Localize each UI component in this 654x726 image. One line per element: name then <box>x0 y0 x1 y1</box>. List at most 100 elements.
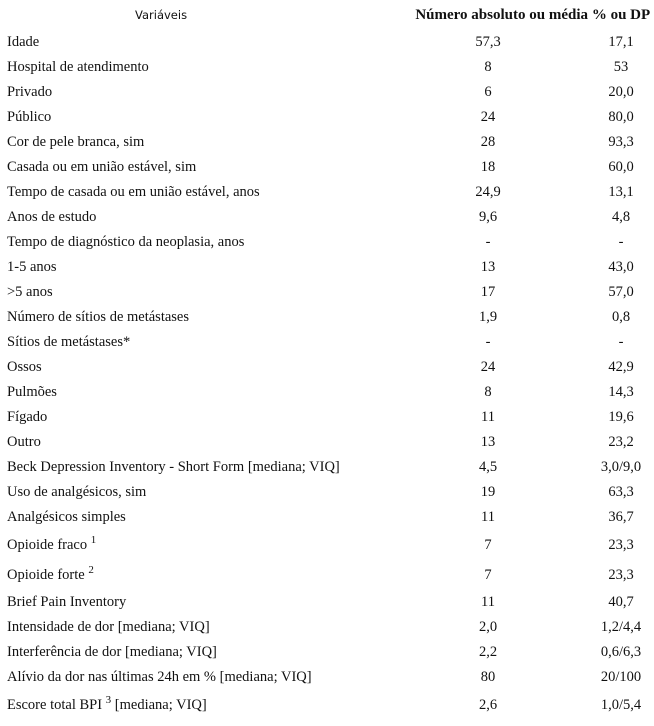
value-cell: 24,9 <box>475 184 501 200</box>
value-cell: 9,6 <box>478 209 498 225</box>
table-row: Opioide forte 2 7 23,3 <box>0 560 654 590</box>
row-label-cell: >5 anos <box>0 280 388 305</box>
pct-cell: 23,3 <box>608 566 634 583</box>
table-row: Analgésicos simples 11 36,7 <box>0 505 654 530</box>
footnote-marker: 3 <box>105 693 112 706</box>
row-label: Opioide forte <box>7 566 85 583</box>
row-label: Pulmões <box>7 384 57 400</box>
row-label: Cor de pele branca, sim <box>7 134 145 150</box>
row-label: Tempo de casada ou em união estável, ano… <box>7 184 260 200</box>
table-row: Pulmões 8 14,3 <box>0 380 654 405</box>
value-cell: - <box>485 334 491 350</box>
value-cell: 2,2 <box>478 644 498 660</box>
value-cell: 13 <box>480 259 496 275</box>
row-label-cell: Escore total BPI 3 [mediana; VIQ] <box>0 690 388 720</box>
row-label-cell: Tempo de casada ou em união estável, ano… <box>0 180 388 205</box>
value-cell: 7 <box>484 566 492 583</box>
row-label: Beck Depression Inventory - Short Form [… <box>7 459 340 475</box>
table-row: Cor de pele branca, sim 28 93,3 <box>0 130 654 155</box>
row-label: Fígado <box>7 409 48 425</box>
pct-cell: 20/100 <box>600 669 642 685</box>
table-row: Sítios de metástases* - - <box>0 330 654 355</box>
table-row: Outro 13 23,2 <box>0 430 654 455</box>
table-row: Alívio da dor nas últimas 24h em % [medi… <box>0 665 654 690</box>
row-label-cell: Pulmões <box>0 380 388 405</box>
table-row: >5 anos 17 57,0 <box>0 280 654 305</box>
row-label-cell: Analgésicos simples <box>0 505 388 530</box>
value-cell: 11 <box>481 409 495 425</box>
table-row: Intensidade de dor [mediana; VIQ] 2,0 1,2/… <box>0 615 654 640</box>
header-pct: % ou DP <box>591 6 651 23</box>
pct-cell: 53 <box>613 59 629 75</box>
pct-cell: 23,2 <box>608 434 634 450</box>
table-row: Hospital de atendimento 8 53 <box>0 55 654 80</box>
row-label: >5 anos <box>7 284 53 300</box>
value-cell: 1,9 <box>478 309 498 325</box>
row-label: Ossos <box>7 359 42 375</box>
value-cell: 19 <box>480 484 496 500</box>
row-label-cell: Anos de estudo <box>0 205 388 230</box>
value-cell: 18 <box>480 159 496 175</box>
header-variables: Variáveis <box>135 8 188 22</box>
value-cell: 13 <box>480 434 496 450</box>
table-body: Idade 57,3 17,1 Hospital de atendimento 8 53 P… <box>0 30 654 720</box>
row-label: Privado <box>7 84 53 100</box>
value-cell: 8 <box>484 59 492 75</box>
row-label-cell: Tempo de diagnóstico da neoplasia, anos <box>0 230 388 255</box>
row-label: Tempo de diagnóstico da neoplasia, anos <box>7 234 245 250</box>
pct-cell: 14,3 <box>608 384 634 400</box>
pct-cell: 1,2/4,4 <box>600 619 642 635</box>
row-label-cell: Ossos <box>0 355 388 380</box>
table-row: Fígado 11 19,6 <box>0 405 654 430</box>
pct-cell: 40,7 <box>608 594 634 610</box>
table-row: Uso de analgésicos, sim 19 63,3 <box>0 480 654 505</box>
table-row: Brief Pain Inventory 11 40,7 <box>0 590 654 615</box>
row-label-cell: 1-5 anos <box>0 255 388 280</box>
row-label-cell: Hospital de atendimento <box>0 55 388 80</box>
row-label: Escore total BPI <box>7 696 103 713</box>
value-cell: 4,5 <box>478 459 498 475</box>
row-label-cell: Fígado <box>0 405 388 430</box>
pct-cell: 93,3 <box>608 134 634 150</box>
pct-cell: 43,0 <box>608 259 634 275</box>
pct-cell: 13,1 <box>608 184 634 200</box>
row-label-cell: Alívio da dor nas últimas 24h em % [medi… <box>0 665 388 690</box>
value-cell: 17 <box>480 284 496 300</box>
row-label-suffix: [mediana; VIQ] <box>114 696 207 713</box>
row-label: 1-5 anos <box>7 259 57 275</box>
pct-cell: 0,8 <box>611 309 631 325</box>
row-label: Número de sítios de metástases <box>7 309 190 325</box>
table-row: Privado 6 20,0 <box>0 80 654 105</box>
value-cell: 57,3 <box>475 34 501 50</box>
row-label: Intensidade de dor [mediana; VIQ] <box>7 619 210 635</box>
row-label-cell: Idade <box>0 30 388 55</box>
pct-cell: 4,8 <box>611 209 631 225</box>
value-cell: 2,6 <box>478 696 498 713</box>
row-label: Sítios de metástases* <box>7 334 131 350</box>
value-cell: 11 <box>481 594 495 610</box>
pct-cell: - <box>618 334 624 350</box>
value-cell: 2,0 <box>478 619 498 635</box>
table-row: Beck Depression Inventory - Short Form [… <box>0 455 654 480</box>
pct-cell: 19,6 <box>608 409 634 425</box>
pct-cell: 20,0 <box>608 84 634 100</box>
footnote-marker: 2 <box>88 563 94 576</box>
pct-cell: 42,9 <box>608 359 634 375</box>
row-label: Analgésicos simples <box>7 509 126 525</box>
footnote-marker: 1 <box>90 533 97 546</box>
pct-cell: 3,0/9,0 <box>600 459 642 475</box>
row-label: Outro <box>7 434 41 450</box>
value-cell: 24 <box>480 359 496 375</box>
table-row: Interferência de dor [mediana; VIQ] 2,2 0,… <box>0 640 654 665</box>
table-row: Escore total BPI 3 [mediana; VIQ] 2,6 1,0/… <box>0 690 654 720</box>
row-label: Brief Pain Inventory <box>7 594 127 610</box>
value-cell: 80 <box>480 669 496 685</box>
row-label: Idade <box>7 34 40 50</box>
pct-cell: 63,3 <box>608 484 634 500</box>
row-label-cell: Privado <box>0 80 388 105</box>
header-row: Variáveis Número absoluto ou média % ou … <box>0 0 654 30</box>
pct-cell: - <box>618 234 624 250</box>
table-row: 1-5 anos 13 43,0 <box>0 255 654 280</box>
row-label-cell: Número de sítios de metástases <box>0 305 388 330</box>
